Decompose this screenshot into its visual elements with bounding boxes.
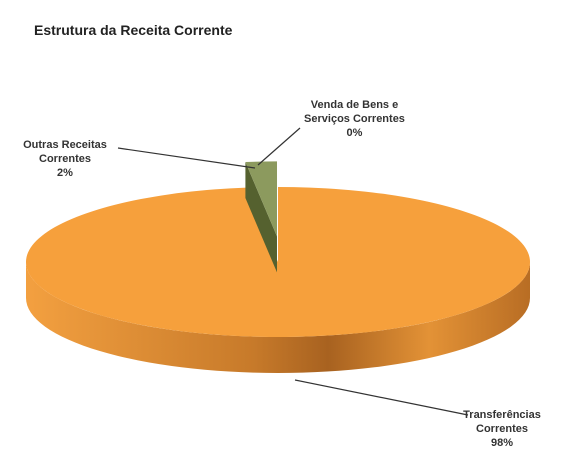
slice-label: Venda de Bens e Serviços Correntes xyxy=(304,99,405,125)
leader-line xyxy=(294,379,469,416)
label-group: Venda de Bens e Serviços Correntes 0% xyxy=(292,98,417,140)
value-label: 2% xyxy=(57,167,73,179)
label-group: Transferências Correntes 98% xyxy=(452,408,552,450)
value-label: 0% xyxy=(346,127,363,139)
slice-side xyxy=(26,262,530,373)
slice xyxy=(26,186,531,338)
slice xyxy=(245,161,277,237)
slice-label: Outras Receitas Correntes xyxy=(23,139,107,165)
slice-label: Transferências Correntes xyxy=(463,409,541,435)
slice-side xyxy=(245,161,277,273)
leader-line xyxy=(257,127,301,166)
label-group: Outras Receitas Correntes 2% xyxy=(15,138,115,180)
value-label: 98% xyxy=(490,437,514,449)
chart-title: Estrutura da Receita Corrente xyxy=(34,22,233,38)
leader-line xyxy=(117,147,256,169)
